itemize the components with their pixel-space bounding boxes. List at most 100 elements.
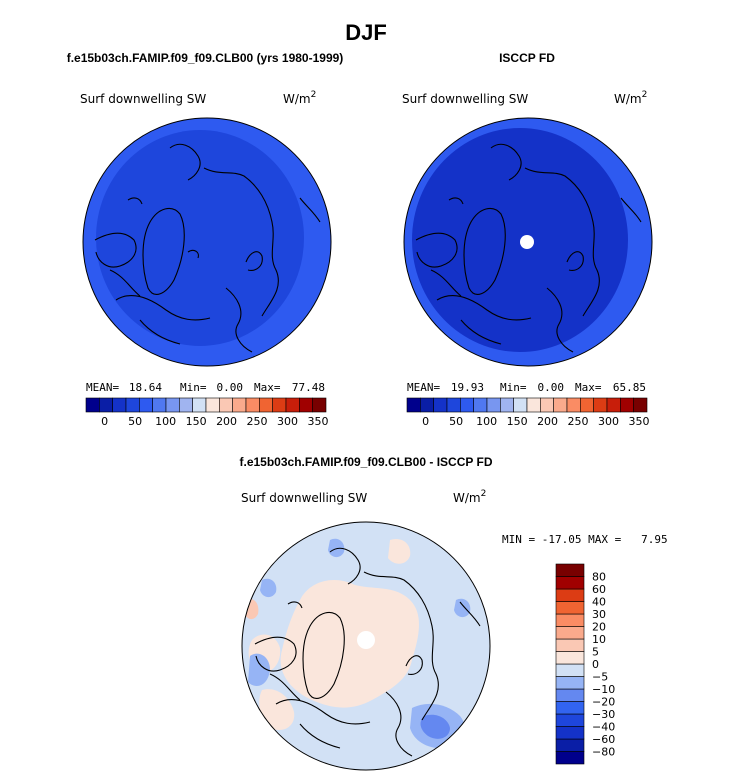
colorbar-swatch [555, 651, 585, 665]
colorbar-tick-label: 100 [476, 415, 497, 428]
colorbar-tick-label: 40 [592, 596, 606, 609]
panel-2-stats: MEAN= 19.93 Min= 0.00 Max= 65.85 [407, 381, 646, 394]
colorbar-swatch [125, 397, 140, 413]
panel-2-colorbar: 0 50 100 150 200 250 300 350 [406, 397, 650, 428]
panel-3-negative-region [328, 538, 345, 558]
colorbar-tick-label: 50 [449, 415, 463, 428]
colorbar-tick-label: −20 [592, 696, 615, 709]
colorbar-swatch [473, 397, 488, 413]
panel-2-mean-value: 19.93 [451, 381, 484, 394]
colorbar-swatch [555, 713, 585, 727]
colorbar-swatch [593, 397, 608, 413]
colorbar-swatch [555, 576, 585, 590]
panel-1-coastlines [94, 143, 321, 353]
colorbar-swatch [555, 738, 585, 752]
colorbar-swatch [486, 397, 501, 413]
colorbar-swatch [165, 397, 180, 413]
colorbar-tick-label: 0 [101, 415, 108, 428]
panel-2-max-label: Max= [575, 381, 602, 394]
colorbar-swatch [192, 397, 207, 413]
colorbar-tick-label: −30 [592, 708, 615, 721]
colorbar-swatch [555, 613, 585, 627]
colorbar-swatch [553, 397, 568, 413]
colorbar-swatch [205, 397, 220, 413]
panel-1-colorbar: 0 50 100 150 200 250 300 350 [85, 397, 329, 428]
colorbar-swatch [272, 397, 287, 413]
panel-3-negative-region [248, 653, 270, 686]
colorbar-swatch [460, 397, 474, 413]
colorbar-swatch [245, 397, 260, 413]
panel-3-border [241, 521, 491, 771]
colorbar-swatch [555, 663, 585, 677]
colorbar-tick-label: −80 [592, 746, 615, 759]
colorbar-swatch [85, 397, 100, 413]
panel-3-positive-region [280, 580, 419, 708]
colorbar-swatch [555, 626, 585, 640]
panel-3-negative-strong [420, 714, 450, 739]
panel-2-pole-missing [520, 235, 534, 249]
panel-1-mean-value: 18.64 [129, 381, 162, 394]
colorbar-swatch [555, 688, 585, 702]
panel-3-units: W/m2 [453, 489, 486, 505]
panel-2-border [403, 117, 653, 367]
colorbar-swatch [633, 397, 648, 413]
colorbar-tick-label: 150 [507, 415, 528, 428]
panel-1-max-value: 77.48 [292, 381, 325, 394]
panel-1-map [82, 117, 332, 367]
panel-1-stats: MEAN= 18.64 Min= 0.00 Max= 77.48 [86, 381, 325, 394]
panel-2-min-value: 0.00 [538, 381, 565, 394]
panel-3-stats: MIN = -17.05 MAX = 7.95 [502, 533, 668, 546]
panel-1-units: W/m2 [283, 90, 316, 106]
panel-2-coastlines [415, 143, 642, 353]
panel-1-variable: Surf downwelling SW [80, 92, 206, 106]
panel-3-coastlines [254, 547, 481, 757]
panel-2-field-inner [412, 128, 628, 352]
colorbar-tick-label: −60 [592, 733, 615, 746]
colorbar-swatch [606, 397, 621, 413]
colorbar-swatch [555, 638, 585, 652]
colorbar-swatch [555, 563, 585, 577]
colorbar-swatch [620, 397, 634, 413]
colorbar-tick-label: 60 [592, 583, 606, 596]
panel-3-positive-region [259, 689, 295, 731]
colorbar-tick-label: 5 [592, 646, 599, 659]
colorbar-tick-label: −10 [592, 683, 615, 696]
colorbar-swatch [580, 397, 594, 413]
colorbar-tick-label: 300 [277, 415, 298, 428]
colorbar-tick-label: 350 [629, 415, 650, 428]
colorbar-swatch [555, 601, 585, 615]
colorbar-swatch [420, 397, 434, 413]
panel-3-positive-region [388, 538, 411, 564]
colorbar-tick-label: −5 [592, 671, 608, 684]
panel-1-field-inner [96, 130, 304, 346]
panel-2-max-value: 65.85 [613, 381, 646, 394]
colorbar-tick-label: 200 [216, 415, 237, 428]
panel-2-variable: Surf downwelling SW [402, 92, 528, 106]
colorbar-tick-label: 250 [247, 415, 268, 428]
colorbar-tick-label: 0 [592, 658, 599, 671]
colorbar-swatch [540, 397, 554, 413]
colorbar-tick-label: 30 [592, 608, 606, 621]
colorbar-swatch [555, 676, 585, 690]
colorbar-swatch [285, 397, 300, 413]
panel-1-min-label: Min= [180, 381, 207, 394]
colorbar-tick-label: 100 [155, 415, 176, 428]
panel-1-title: f.e15b03ch.FAMIP.f09_f09.CLB00 (yrs 1980… [67, 51, 344, 65]
colorbar-swatch [312, 397, 327, 413]
panel-1-max-label: Max= [254, 381, 281, 394]
panel-1-min-value: 0.00 [217, 381, 244, 394]
colorbar-swatch [446, 397, 461, 413]
colorbar-swatch [299, 397, 313, 413]
panel-3-title: f.e15b03ch.FAMIP.f09_f09.CLB00 - ISCCP F… [240, 455, 493, 469]
panel-2-title: ISCCP FD [499, 51, 555, 65]
panel-3-negative-region [260, 578, 277, 598]
panel-1-mean-label: MEAN= [86, 381, 119, 394]
colorbar-swatch [500, 397, 514, 413]
colorbar-swatch [555, 701, 585, 715]
colorbar-tick-label: 20 [592, 621, 606, 634]
figure-title: DJF [345, 20, 387, 45]
colorbar-swatch [152, 397, 167, 413]
colorbar-tick-label: 300 [598, 415, 619, 428]
